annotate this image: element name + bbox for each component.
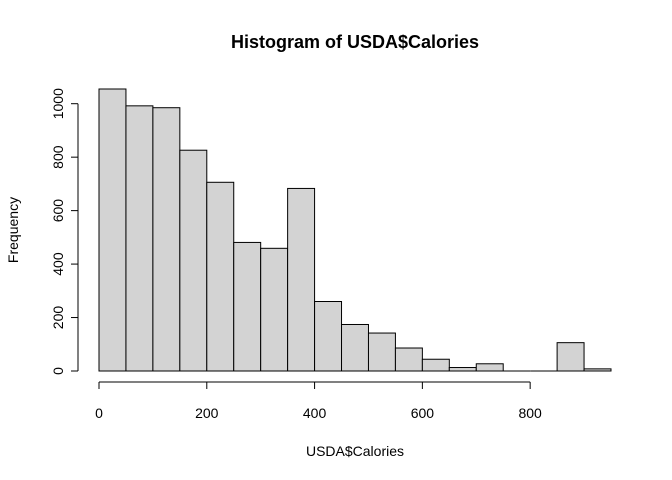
histogram-bar-11: [394, 347, 423, 372]
y-tick-label-1: 200: [50, 306, 66, 330]
x-axis: 0 200 400 600 800: [95, 381, 542, 421]
histogram-bar-3: [179, 149, 208, 372]
y-tick-label-4: 800: [50, 145, 66, 169]
histogram-bar-1: [125, 105, 154, 372]
y-tick-label-5: 1000: [50, 88, 66, 119]
histogram-bar-5: [233, 241, 262, 372]
y-axis: 0 200 400 600 800 1000: [50, 88, 79, 375]
y-tick-label-2: 400: [50, 252, 66, 276]
histogram-bar-0: [98, 88, 127, 372]
histogram-bar-7: [287, 187, 316, 372]
histogram-bar-12: [421, 358, 450, 372]
x-tick-label-0: 0: [95, 405, 103, 421]
y-tick-label-0: 0: [50, 367, 66, 375]
y-axis-label: Frequency: [5, 197, 21, 263]
x-axis-label: USDA$Calories: [306, 443, 404, 459]
histogram-bar-13: [448, 367, 477, 372]
histogram-bar-18: [583, 368, 612, 372]
x-tick-label-3: 600: [411, 405, 435, 421]
histogram-bar-9: [341, 323, 369, 372]
histogram-bar-17: [556, 342, 585, 372]
x-tick-label-1: 200: [195, 405, 219, 421]
histogram-bar-8: [314, 301, 343, 372]
histogram-bar-10: [367, 332, 396, 372]
bars-group: [98, 88, 612, 372]
histogram-bar-4: [206, 181, 235, 372]
histogram-bar-6: [260, 247, 289, 372]
x-tick-label-4: 800: [518, 405, 542, 421]
histogram-bar-14: [475, 363, 504, 372]
chart-title: Histogram of USDA$Calories: [231, 32, 479, 52]
x-tick-label-2: 400: [303, 405, 327, 421]
histogram-bar-2: [152, 107, 181, 372]
y-tick-label-3: 600: [50, 199, 66, 223]
